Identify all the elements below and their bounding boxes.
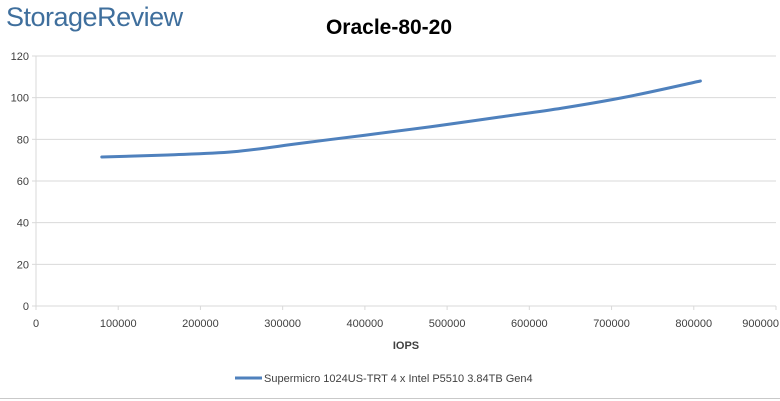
bottom-divider <box>0 398 780 399</box>
x-tick-label: 700000 <box>593 318 630 330</box>
y-tick-label: 0 <box>23 301 29 313</box>
axes <box>32 55 777 310</box>
y-tick-labels: 0 20 40 60 80 100 120 <box>11 51 29 313</box>
y-tick-label: 40 <box>17 218 29 230</box>
x-tick-label: 600000 <box>511 318 548 330</box>
x-tick-label: 200000 <box>182 318 219 330</box>
y-tick-label: 120 <box>11 51 29 63</box>
x-tick-label: 300000 <box>264 318 301 330</box>
y-tick-label: 20 <box>17 259 29 271</box>
y-tick-label: 80 <box>17 134 29 146</box>
legend-label: Supermicro 1024US-TRT 4 x Intel P5510 3.… <box>264 373 533 385</box>
x-tick-label: 100000 <box>100 318 137 330</box>
y-tick-label: 100 <box>11 93 29 105</box>
x-axis-title: IOPS <box>393 340 419 352</box>
series-lines <box>100 79 702 159</box>
y-tick-label: 60 <box>17 176 29 188</box>
chart-title: Oracle-80-20 <box>326 16 452 39</box>
x-tick-label: 0 <box>33 318 39 330</box>
x-tick-label: 500000 <box>429 318 466 330</box>
x-tick-label: 800000 <box>675 318 712 330</box>
gridlines <box>36 55 776 265</box>
x-tick-labels: 0 100000 200000 300000 400000 500000 600000 700… <box>33 318 779 330</box>
storagereview-logo: StorageReview <box>6 2 183 32</box>
legend: Supermicro 1024US-TRT 4 x Intel P5510 3.… <box>235 373 533 385</box>
series-line <box>100 79 702 159</box>
x-tick-label: 400000 <box>347 318 384 330</box>
x-tick-label: 900000 <box>742 318 779 330</box>
